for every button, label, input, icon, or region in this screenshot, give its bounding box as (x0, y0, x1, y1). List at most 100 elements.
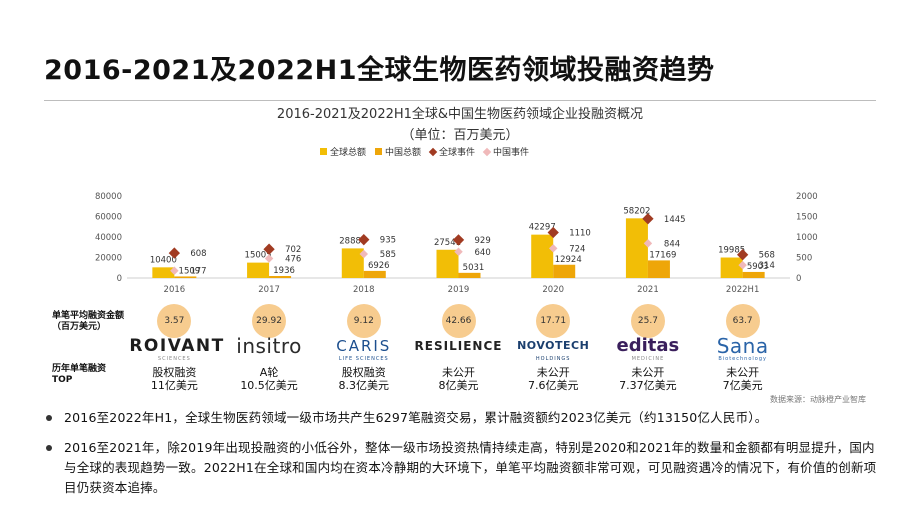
company-logo-text: RESILIENCE (414, 339, 503, 353)
x-axis-tick: 2016 (164, 285, 186, 295)
page-title: 2016-2021及2022H1全球生物医药领域投融资趋势 (44, 55, 715, 86)
bullet-text: 2016至2022年H1，全球生物医药领域一级市场共产生6297笔融资交易，累计… (64, 410, 768, 425)
top-deal-round: 未公开 (442, 366, 475, 379)
data-label-china-total: 1936 (273, 266, 295, 276)
top-deal-round: 未公开 (631, 366, 665, 379)
y-axis-right-tick: 1500 (796, 213, 818, 223)
company-logo: Sana Biotechnology (698, 336, 788, 362)
data-label-china-total: 1509 (179, 266, 201, 276)
marker-china-events (454, 247, 463, 257)
y-axis-left-tick: 0 (117, 274, 122, 284)
avg-amount-badge: 9.12 (346, 304, 381, 338)
top-deal: A轮 10.5亿美元 (224, 366, 314, 392)
avg-amount-badge: 17.71 (536, 304, 571, 338)
company-logo: ROIVANT SCIENCES (129, 336, 223, 362)
legend-label: 全球事件 (439, 148, 476, 158)
top-deal-round: A轮 (259, 366, 279, 379)
avg-row-label: 单笔平均融资金额 （百万美元） (52, 311, 124, 333)
legend-swatch (375, 148, 383, 155)
top-deal-round: 股权融资 (341, 366, 386, 379)
legend-item-global-events: 全球事件 (428, 145, 476, 158)
x-axis-tick: 2020 (542, 285, 564, 295)
bullet-item: 2016至2022年H1，全球生物医药领域一级市场共产生6297笔融资交易，累计… (44, 408, 884, 428)
data-label-global-events: 1110 (569, 228, 591, 238)
bar-global-total (531, 234, 554, 278)
top-deal: 未公开 8亿美元 (414, 366, 504, 392)
bar-global-total (720, 257, 743, 278)
y-axis-left-tick: 60000 (95, 213, 122, 223)
avg-amount-badge: 63.7 (725, 304, 760, 338)
bar-global-total (625, 218, 648, 278)
legend-label: 中国总额 (385, 148, 422, 158)
top-deal-round: 未公开 (536, 366, 570, 379)
avg-amount-badge: 42.66 (441, 304, 476, 338)
bar-china-total (174, 276, 197, 278)
top-deal: 未公开 7.37亿美元 (603, 366, 693, 392)
y-axis-left-tick: 40000 (95, 233, 122, 243)
legend-label: 中国事件 (493, 148, 530, 158)
summary-bullets: 2016至2022年H1，全球生物医药领域一级市场共产生6297笔融资交易，累计… (44, 408, 884, 508)
top-deal-amount: 7.37亿美元 (619, 379, 677, 392)
bar-china-total (458, 272, 481, 278)
top-deal-amount: 11亿美元 (150, 379, 198, 392)
x-axis-tick: 2017 (258, 285, 280, 295)
legend-swatch (320, 148, 327, 155)
y-axis-right-tick: 1000 (796, 233, 818, 243)
y-axis-right-tick: 500 (796, 254, 812, 264)
bar-global-total (247, 262, 270, 278)
legend-label: 全球总额 (330, 148, 367, 158)
data-label-global-events: 935 (380, 236, 396, 246)
data-label-china-events: 585 (380, 250, 396, 260)
company-logo: editas MEDICINE (603, 336, 693, 363)
top-deal-round: 未公开 (726, 366, 760, 379)
bar-global-total (341, 248, 364, 278)
legend-item-china-total: 中国总额 (375, 145, 421, 158)
bar-global-total (436, 249, 459, 278)
legend-item-global-total: 全球总额 (320, 145, 366, 158)
marker-global-events (736, 249, 749, 261)
legend-item-china-events: 中国事件 (482, 145, 530, 158)
bar-china-total (269, 276, 292, 278)
data-label-china-events: 177 (190, 267, 206, 277)
company-logo-subtext: MEDICINE (631, 356, 665, 362)
title-divider (44, 100, 876, 101)
top-deal-amount: 8.3亿美元 (338, 379, 390, 392)
top-deal-round: 股权融资 (152, 366, 197, 379)
data-label-china-events: 476 (285, 254, 301, 264)
top-deal: 股权融资 11亿美元 (129, 366, 219, 392)
company-logo-subtext: HOLDINGS (535, 356, 571, 362)
company-logo-text: insitro (236, 334, 302, 358)
investment-chart: 0 20000 40000 60000 80000 0 500 1000 1500 2000 104… (95, 192, 818, 295)
data-label-global-events: 608 (190, 249, 206, 259)
top-deal: 未公开 7亿美元 (698, 366, 788, 392)
data-source: 数据来源：动脉橙产业智库 (770, 395, 866, 404)
data-label-china-total: 17169 (649, 250, 676, 260)
bullet-dot-icon (46, 445, 52, 451)
top-deal-amount: 7.6亿美元 (527, 379, 579, 392)
x-axis-tick: 2019 (448, 285, 470, 295)
chart-title: 2016-2021及2022H1全球&中国生物医药领域企业投融资概况 (276, 107, 644, 122)
x-axis-tick: 2021 (637, 285, 659, 295)
y-axis-left-tick: 20000 (95, 254, 122, 264)
data-label-china-total: 5903 (747, 262, 769, 272)
bar-china-total (647, 260, 670, 278)
data-label-china-events: 640 (475, 248, 491, 258)
x-axis-tick: 2018 (353, 285, 375, 295)
company-logo-text: NOVOTECH (517, 339, 590, 352)
chart-subtitle: （单位：百万美元） (401, 128, 519, 143)
marker-china-events (359, 249, 369, 259)
bar-china-total (742, 271, 765, 278)
marker-global-events (547, 226, 559, 239)
avg-amount-badge: 3.57 (157, 304, 192, 338)
company-logo-text: Sana (716, 334, 769, 358)
x-axis-tick: 2022H1 (726, 285, 759, 295)
data-label-china-events: 724 (569, 244, 585, 254)
y-axis-right-tick: 0 (796, 274, 801, 284)
company-logo: NOVOTECH HOLDINGS (508, 336, 598, 362)
data-label-global-total: 19985 (718, 246, 745, 256)
data-label-global-total: 58202 (623, 206, 650, 216)
bullet-item: 2016至2021年，除2019年出现投融资的小低谷外，整体一级市场投资热情持续… (44, 438, 884, 498)
data-label-global-events: 1445 (664, 215, 686, 225)
data-label-china-total: 6926 (368, 261, 390, 271)
avg-amount-badge: 29.92 (252, 304, 287, 338)
